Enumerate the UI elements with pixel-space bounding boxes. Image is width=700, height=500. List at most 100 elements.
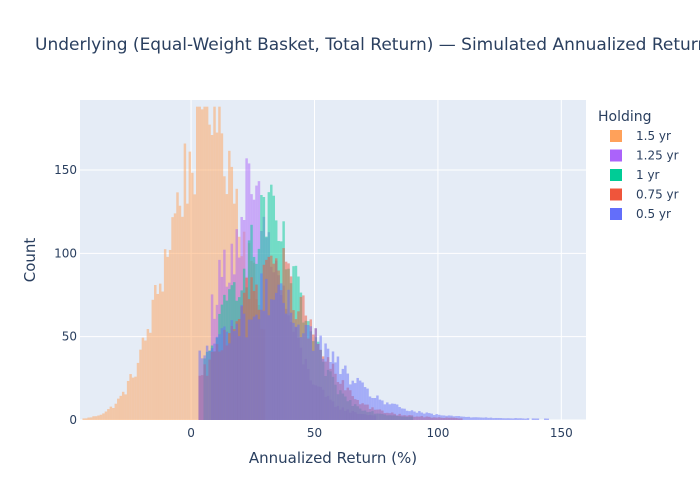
histogram-bar [262, 310, 266, 420]
histogram-bar [534, 418, 537, 420]
histogram-bar [472, 417, 475, 420]
histogram-bar [89, 417, 93, 420]
histogram-bar [198, 106, 201, 421]
histogram-bar [203, 355, 206, 420]
histogram-bar [82, 418, 85, 420]
histogram-bars [82, 106, 549, 421]
histogram-bar [210, 348, 214, 420]
histogram-bar [336, 356, 340, 420]
histogram-bar [136, 362, 140, 420]
histogram-bar [213, 343, 216, 420]
legend-swatch[interactable] [610, 130, 622, 142]
histogram-bar [307, 324, 310, 420]
histogram-bar [299, 337, 303, 420]
histogram-bar [302, 333, 305, 420]
histogram-bar [516, 418, 520, 420]
histogram-bar [191, 172, 194, 420]
histogram-bar [324, 343, 327, 420]
histogram-bar [99, 414, 103, 420]
histogram-bar [507, 418, 510, 420]
legend-label[interactable]: 1 yr [636, 168, 660, 182]
histogram-bar [405, 410, 409, 420]
histogram-bar [124, 394, 127, 420]
histogram-bar [84, 418, 88, 420]
histogram-bar [250, 319, 253, 420]
histogram-bar [213, 106, 216, 421]
histogram-bar [544, 418, 547, 420]
histogram-bar [536, 418, 540, 420]
histogram-bar [400, 408, 404, 420]
histogram-bar [425, 412, 429, 420]
histogram-bar [163, 249, 167, 420]
legend-swatch[interactable] [610, 169, 622, 181]
histogram-bar [334, 362, 337, 420]
histogram-bar [376, 395, 379, 420]
histogram-bar [272, 299, 275, 420]
histogram-bar [349, 384, 352, 420]
histogram-bar [139, 349, 142, 420]
histogram-bar [373, 398, 377, 420]
histogram-bar [87, 417, 90, 420]
histogram-bar [408, 411, 411, 420]
histogram-bar [166, 256, 169, 420]
histogram-bar [489, 417, 493, 420]
histogram-bar [255, 314, 258, 420]
histogram-bar [131, 377, 135, 420]
histogram-bar [469, 417, 473, 420]
histogram-bar [233, 331, 236, 420]
legend-swatch[interactable] [610, 149, 622, 162]
legend-title: Holding [598, 109, 652, 125]
histogram-bar [117, 398, 120, 420]
legend-label[interactable]: 1.25 yr [636, 149, 679, 163]
histogram-bar [97, 415, 100, 420]
histogram-bar [455, 416, 458, 420]
histogram-bar [109, 406, 113, 420]
legend-swatch[interactable] [610, 208, 622, 220]
histogram-bar [450, 415, 453, 420]
legend-swatch[interactable] [610, 188, 622, 201]
histogram-bar [415, 412, 419, 420]
histogram-bar [270, 299, 273, 420]
histogram-bar [326, 348, 330, 420]
histogram-bar [467, 416, 470, 420]
legend-label[interactable]: 0.5 yr [636, 207, 671, 221]
histogram-bar [410, 410, 414, 420]
histogram-bar [388, 404, 392, 420]
histogram-bar [126, 380, 130, 420]
histogram-bar [168, 249, 172, 420]
histogram-bar [141, 337, 145, 420]
legend-label[interactable]: 0.75 yr [636, 188, 679, 202]
histogram-bar [432, 415, 436, 420]
chart-title: Underlying (Equal-Weight Basket, Total R… [35, 35, 700, 55]
y-tick-label: 150 [54, 163, 77, 177]
histogram-bar [346, 373, 350, 420]
histogram-bar [474, 417, 478, 420]
histogram-bar [121, 391, 125, 420]
histogram-bar [304, 324, 308, 420]
histogram-bar [519, 418, 522, 420]
histogram-bar [176, 192, 179, 420]
histogram-bar [235, 323, 238, 420]
histogram-bar [245, 337, 248, 420]
histogram-bar [158, 283, 162, 420]
histogram-bar [134, 376, 137, 420]
histogram-bar [321, 358, 325, 420]
histogram-bar [361, 382, 364, 420]
histogram-bar [447, 415, 451, 420]
histogram-bar [183, 143, 187, 420]
histogram-bar [230, 320, 234, 420]
histogram-bar [353, 383, 357, 420]
histogram-bar [274, 292, 278, 420]
legend-label[interactable]: 1.5 yr [636, 129, 671, 143]
histogram-bar [260, 273, 263, 420]
histogram-bar [502, 418, 505, 420]
x-tick-label: 50 [307, 426, 322, 440]
histogram-bar [220, 328, 224, 420]
histogram-bar [420, 412, 424, 420]
histogram-bar [220, 133, 224, 420]
histogram-bar [423, 413, 426, 420]
y-axis-title: Count [21, 238, 39, 283]
histogram-bar [511, 418, 515, 420]
histogram-bar [279, 283, 283, 420]
